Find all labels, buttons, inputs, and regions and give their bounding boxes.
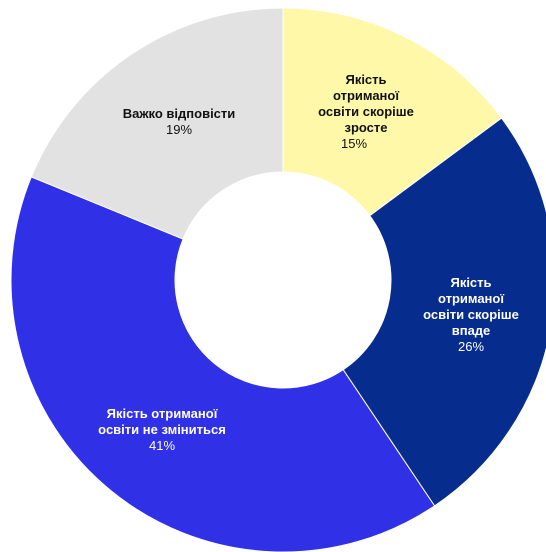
slice-4 — [30, 7, 284, 240]
slice-label-line: Якість — [450, 275, 491, 290]
slice-label-line: Якість — [345, 72, 386, 87]
slice-label-line: Якість отриманої — [107, 406, 218, 421]
slice-value-label: 41% — [149, 438, 175, 453]
slice-value-label: 15% — [341, 136, 367, 151]
slice-label-line: освіти не зміниться — [98, 422, 226, 437]
slice-1 — [282, 7, 503, 217]
slice-label-line: отриманої — [438, 291, 504, 306]
slice-3 — [10, 176, 436, 552]
slice-label-line: отриманої — [333, 88, 399, 103]
slice-value-label: 26% — [458, 339, 484, 354]
donut-slices — [10, 7, 546, 552]
slice-label-line: впаде — [452, 323, 491, 338]
slice-label-line: освіти скоріше — [318, 104, 414, 119]
slice-value-label: 19% — [166, 122, 192, 137]
slice-label-line: зросте — [345, 120, 388, 135]
slice-label-line: освіти скоріше — [423, 307, 519, 322]
slice-label-line: Важко відповісти — [123, 106, 236, 121]
slice-2 — [342, 117, 546, 507]
